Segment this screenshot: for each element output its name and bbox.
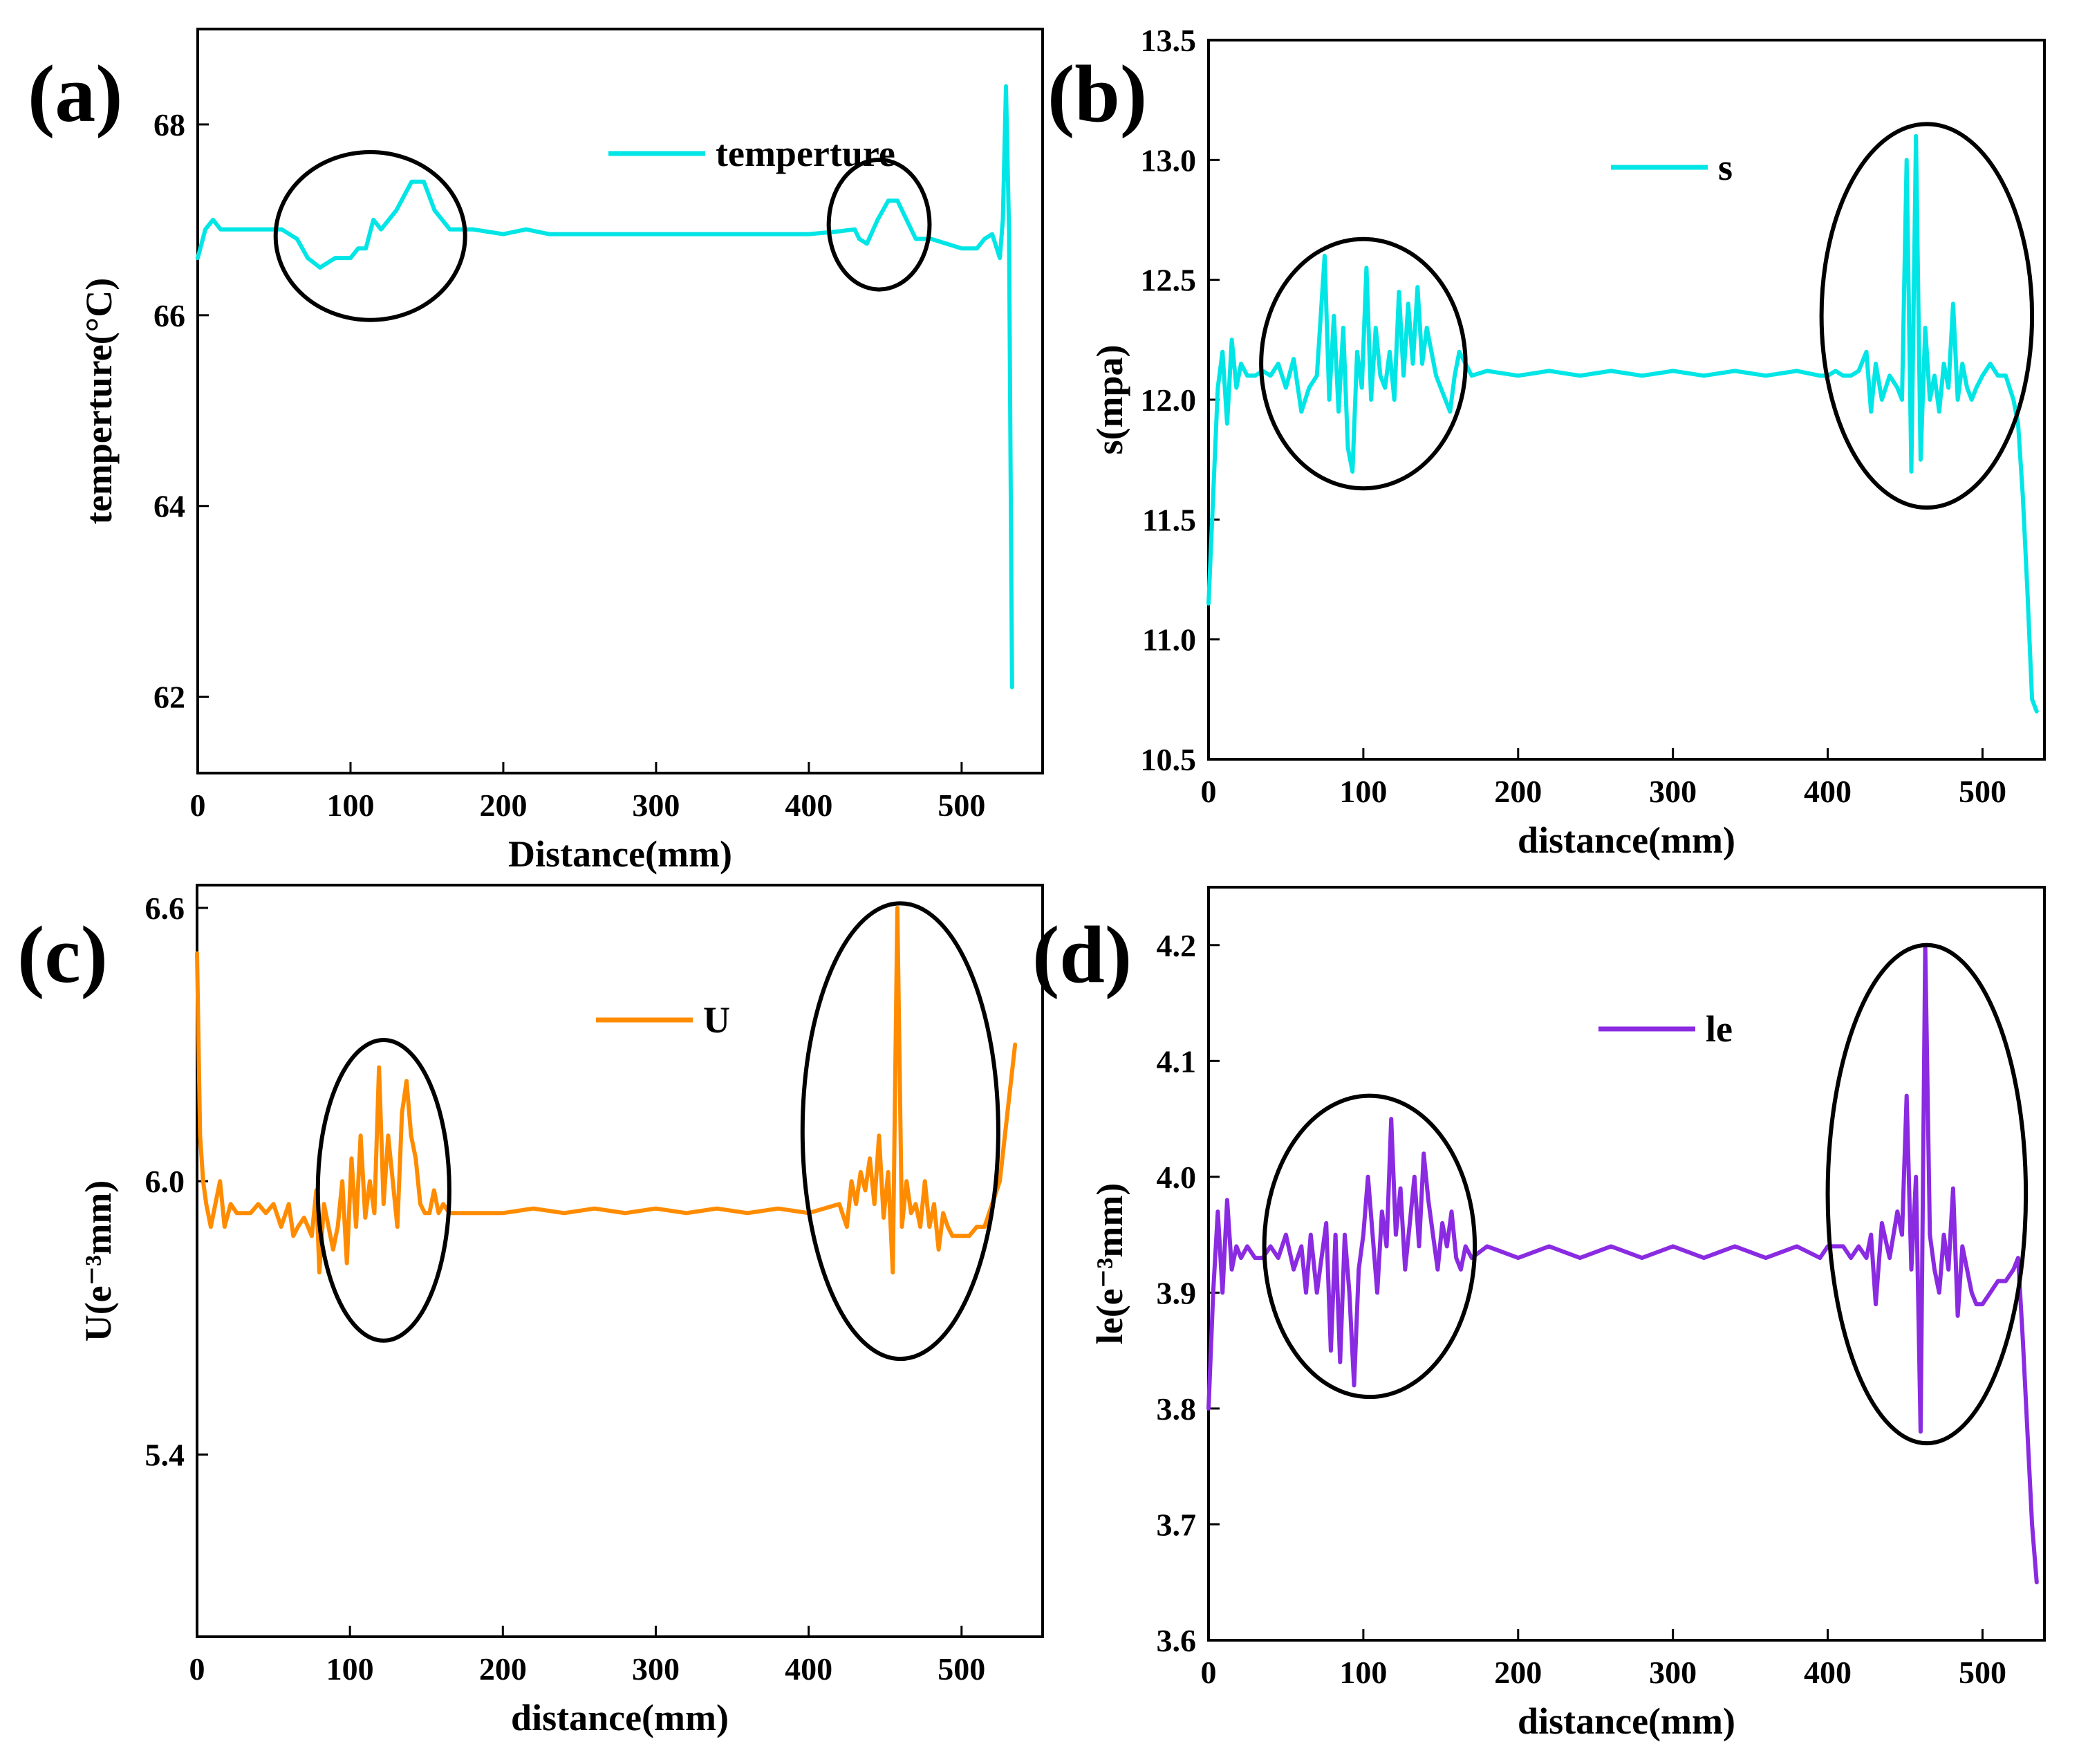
y-tick-label: 3.6: [1157, 1623, 1197, 1658]
legend-label: s: [1718, 147, 1733, 188]
highlight-ellipse: [1819, 122, 2035, 510]
x-axis-title: distance(mm): [511, 1697, 729, 1738]
x-tick-label: 400: [1804, 774, 1852, 809]
x-tick-label: 100: [326, 1651, 374, 1687]
plot-frame: [196, 28, 1044, 774]
panel-label: (c): [17, 909, 108, 1000]
series-line-b: [1206, 133, 2039, 714]
x-tick-label: 300: [632, 1651, 680, 1687]
y-axis-title: U(e⁻³mm): [77, 1180, 119, 1342]
series-line-c: [195, 905, 1018, 1274]
legend-label: le: [1706, 1008, 1733, 1050]
legend-label: U: [703, 999, 730, 1041]
x-axis-title: distance(mm): [1518, 1700, 1735, 1742]
highlight-ellipse: [826, 157, 932, 292]
x-tick-label: 100: [326, 788, 374, 823]
x-tick-label: 300: [1649, 1655, 1697, 1690]
x-tick-label: 0: [1201, 774, 1217, 809]
y-tick-label: 68: [153, 107, 185, 142]
y-tick-label: 11.5: [1142, 502, 1196, 537]
chart-panel-a: 0 100 200 300 400 500 62 64 66 68 Distance(mm) temp…: [28, 28, 1044, 875]
x-tick-label: 200: [1494, 1655, 1542, 1690]
x-tick-label: 0: [190, 788, 206, 823]
panel-label: (b): [1047, 48, 1147, 139]
y-tick-label: 3.7: [1157, 1507, 1197, 1542]
highlight-ellipse: [1259, 236, 1468, 491]
y-tick-label: 6.6: [145, 891, 185, 926]
x-tick-label: 0: [189, 1651, 205, 1687]
x-tick-label: 400: [785, 1651, 832, 1687]
panel-label: (a): [28, 48, 123, 139]
x-axis-title: Distance(mm): [508, 833, 732, 875]
y-tick-label: 12.0: [1141, 382, 1197, 418]
chart-panel-c: 0 100 200 300 400 500 5.4 6.0 6.6 distance(mm) U(e…: [17, 884, 1044, 1738]
x-tick-label: 200: [479, 1651, 527, 1687]
x-tick-label: 500: [938, 1651, 985, 1687]
highlight-ellipse: [800, 901, 1000, 1362]
x-tick-label: 400: [785, 788, 832, 823]
plot-frame: [196, 884, 1044, 1638]
panel-label: (d): [1032, 909, 1132, 1000]
y-axis-title: temperture(°C): [78, 278, 120, 524]
x-tick-label: 300: [632, 788, 680, 823]
x-tick-label: 0: [1201, 1655, 1217, 1690]
x-tick-label: 500: [1959, 774, 2006, 809]
y-tick-label: 4.1: [1157, 1043, 1197, 1079]
plot-frame: [1207, 886, 2046, 1642]
x-tick-label: 500: [938, 788, 985, 823]
x-tick-label: 400: [1804, 1655, 1852, 1690]
x-tick-label: 500: [1959, 1655, 2006, 1690]
y-tick-label: 5.4: [145, 1437, 185, 1472]
legend-label: temperture: [716, 133, 895, 174]
highlight-ellipse: [273, 149, 467, 322]
x-tick-label: 100: [1339, 774, 1387, 809]
y-tick-label: 3.8: [1157, 1391, 1197, 1427]
x-tick-label: 300: [1649, 774, 1697, 809]
y-tick-label: 3.9: [1157, 1275, 1197, 1310]
y-tick-label: 11.0: [1142, 622, 1196, 658]
y-tick-label: 4.0: [1157, 1160, 1197, 1195]
x-axis-title: distance(mm): [1518, 819, 1735, 861]
highlight-ellipse: [315, 1037, 451, 1343]
x-tick-label: 200: [1494, 774, 1542, 809]
series-line-d: [1206, 943, 2039, 1585]
y-tick-label: 13.5: [1141, 23, 1197, 58]
y-tick-label: 62: [153, 680, 185, 715]
y-tick-label: 66: [153, 298, 185, 333]
y-axis-title: s(mpa): [1089, 345, 1130, 455]
y-tick-label: 4.2: [1157, 928, 1197, 963]
y-axis-title: le(e⁻³mm): [1089, 1183, 1130, 1345]
y-tick-label: 10.5: [1141, 742, 1197, 777]
series-line-a: [196, 84, 1014, 689]
highlight-ellipse: [1262, 1093, 1477, 1400]
chart-panel-d: 0 100 200 300 400 500 3.6 3.7 3.8 3.9 4.0 4.1 4.2 dis…: [1032, 886, 2046, 1742]
y-tick-label: 64: [153, 489, 185, 524]
chart-panel-b: 0 100 200 300 400 500 10.5 11.0 11.5 12.0 12.5 13.0…: [1047, 23, 2046, 861]
x-tick-label: 200: [479, 788, 527, 823]
y-tick-label: 6.0: [145, 1164, 185, 1199]
x-tick-label: 100: [1339, 1655, 1387, 1690]
y-tick-label: 13.0: [1141, 142, 1197, 178]
y-tick-label: 12.5: [1141, 263, 1197, 298]
highlight-ellipse: [1825, 943, 2029, 1446]
